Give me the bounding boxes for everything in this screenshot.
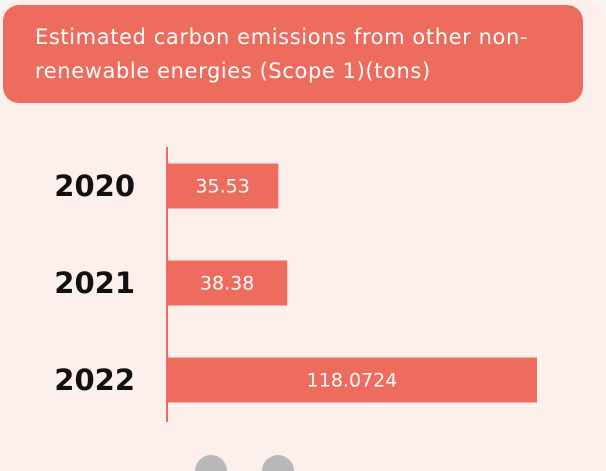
bar bbox=[167, 260, 288, 306]
pager-dot[interactable] bbox=[262, 455, 294, 471]
bar bbox=[167, 163, 279, 209]
bar bbox=[167, 357, 537, 403]
category-label: 2021 bbox=[54, 266, 135, 300]
category-label: 2022 bbox=[54, 363, 135, 397]
value-label: 38.38 bbox=[200, 273, 254, 295]
header: Estimated carbon emissions from other no… bbox=[3, 5, 583, 103]
value-label: 118.0724 bbox=[307, 370, 398, 392]
pager-dot[interactable] bbox=[195, 455, 227, 471]
value-label: 35.53 bbox=[195, 176, 249, 198]
category-label: 2020 bbox=[54, 169, 135, 203]
chart-title: Estimated carbon emissions from other no… bbox=[35, 25, 529, 83]
